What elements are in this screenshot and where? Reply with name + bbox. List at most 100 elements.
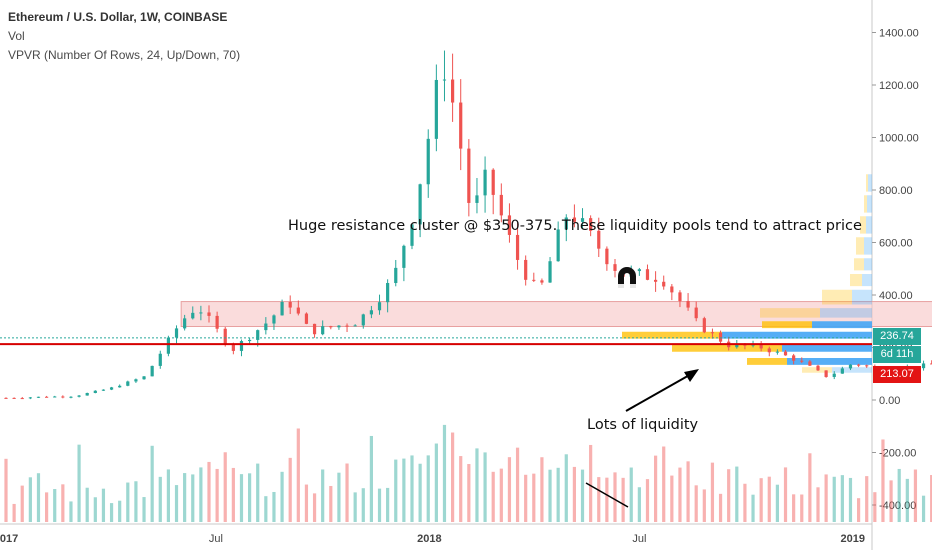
- volume-bar: [183, 473, 187, 522]
- volume-bar: [329, 485, 333, 522]
- candle-body: [126, 381, 130, 386]
- y-tick-label: 1200.00: [879, 80, 919, 92]
- candle-body: [20, 398, 24, 400]
- volume-bar: [199, 467, 203, 522]
- volume-bar: [256, 463, 260, 522]
- candle-body: [783, 351, 788, 356]
- candle-body: [402, 245, 406, 268]
- volume-bar: [491, 471, 495, 522]
- candle-body: [312, 323, 317, 335]
- vpvr-indicator-label[interactable]: VPVR (Number Of Rows, 24, Up/Down, 70): [8, 48, 241, 62]
- volume-bar: [53, 489, 57, 522]
- volume-bar: [889, 480, 893, 522]
- volume-bar: [930, 475, 932, 522]
- candle-body: [304, 313, 309, 324]
- volume-bar: [792, 494, 796, 522]
- volume-bar: [12, 503, 16, 522]
- symbol-title[interactable]: Ethereum / U.S. Dollar, 1W, COINBASE: [8, 10, 228, 24]
- candle-body: [231, 344, 235, 351]
- candle-body: [735, 343, 739, 348]
- y-tick-label: 600.00: [879, 238, 913, 250]
- volume-bar: [808, 453, 812, 522]
- candle-body: [540, 280, 544, 283]
- candle-body: [792, 355, 796, 361]
- volume-bar: [694, 485, 698, 522]
- y-tick-label: 1000.00: [879, 133, 919, 145]
- resistance-annotation[interactable]: Huge resistance cluster @ $350-375. Thes…: [288, 218, 862, 234]
- volume-bar: [264, 496, 268, 522]
- volume-bar: [191, 474, 195, 522]
- volume-bar: [142, 497, 146, 522]
- volume-bar: [215, 468, 219, 522]
- candle-body: [361, 314, 365, 326]
- volume-bar: [832, 476, 836, 522]
- volume-bar: [597, 477, 601, 522]
- candle-body: [857, 364, 861, 366]
- candle-body: [256, 330, 260, 340]
- candle-body: [694, 307, 698, 319]
- candle-body: [28, 397, 32, 399]
- candle-body: [61, 396, 65, 398]
- candle-body: [150, 365, 154, 377]
- candle-body: [459, 102, 463, 149]
- volume-bar: [767, 476, 771, 522]
- candle-body: [848, 364, 853, 369]
- volume-bar: [540, 457, 544, 522]
- volume-bar: [402, 458, 406, 522]
- liquidity-annotation[interactable]: Lots of liquidity: [587, 417, 699, 433]
- candle-body: [166, 337, 170, 354]
- volume-bar: [410, 455, 414, 522]
- volume-bar: [272, 491, 276, 522]
- volume-bar: [532, 473, 536, 522]
- candle-body: [702, 318, 706, 333]
- volume-bar: [288, 457, 292, 522]
- volume-bar: [239, 474, 244, 522]
- volume-bar: [109, 503, 114, 522]
- volume-bar: [312, 493, 317, 522]
- volume-bar: [126, 482, 130, 522]
- volume-bar: [548, 469, 552, 522]
- volume-bar: [564, 454, 568, 522]
- volume-bar: [394, 459, 398, 522]
- volume-bar: [345, 463, 349, 522]
- x-tick-label: Jul: [209, 533, 223, 545]
- volume-bar: [451, 432, 455, 522]
- candle-body: [686, 301, 690, 308]
- candle-body: [77, 395, 81, 397]
- volume-bar: [678, 467, 682, 522]
- volume-bar: [467, 464, 471, 522]
- volume-bar: [337, 472, 341, 522]
- volume-bar: [824, 474, 828, 522]
- volume-bar: [36, 473, 41, 522]
- candle-body: [280, 301, 284, 316]
- volume-bar: [783, 467, 788, 522]
- candle-body: [329, 326, 333, 328]
- candle-body: [645, 269, 650, 280]
- volume-bar: [662, 446, 666, 522]
- candle-body: [93, 390, 97, 393]
- candle-body: [288, 301, 292, 308]
- candle-body: [12, 397, 16, 399]
- volume-indicator-label[interactable]: Vol: [8, 29, 25, 43]
- candle-body: [199, 312, 203, 314]
- volume-bar: [174, 485, 179, 522]
- volume-bar: [702, 489, 706, 522]
- candle-body: [142, 376, 146, 380]
- volume-bar: [881, 439, 885, 522]
- candle-body: [215, 315, 219, 329]
- candle-body: [637, 269, 641, 272]
- vpvr-up-bar: [812, 321, 872, 329]
- x-tick-label: 2019: [841, 533, 865, 545]
- candle-body: [532, 279, 536, 281]
- volume-bar: [369, 435, 373, 522]
- volume-bar: [515, 447, 520, 522]
- vpvr-up-bar: [820, 308, 872, 318]
- volume-bar: [166, 469, 170, 522]
- candle-body: [118, 385, 122, 388]
- volume-bar: [775, 484, 779, 522]
- candle-body: [597, 230, 601, 249]
- vpvr-down-bar: [860, 216, 866, 234]
- vpvr-down-bar: [856, 237, 864, 255]
- vpvr-down-bar: [822, 289, 852, 305]
